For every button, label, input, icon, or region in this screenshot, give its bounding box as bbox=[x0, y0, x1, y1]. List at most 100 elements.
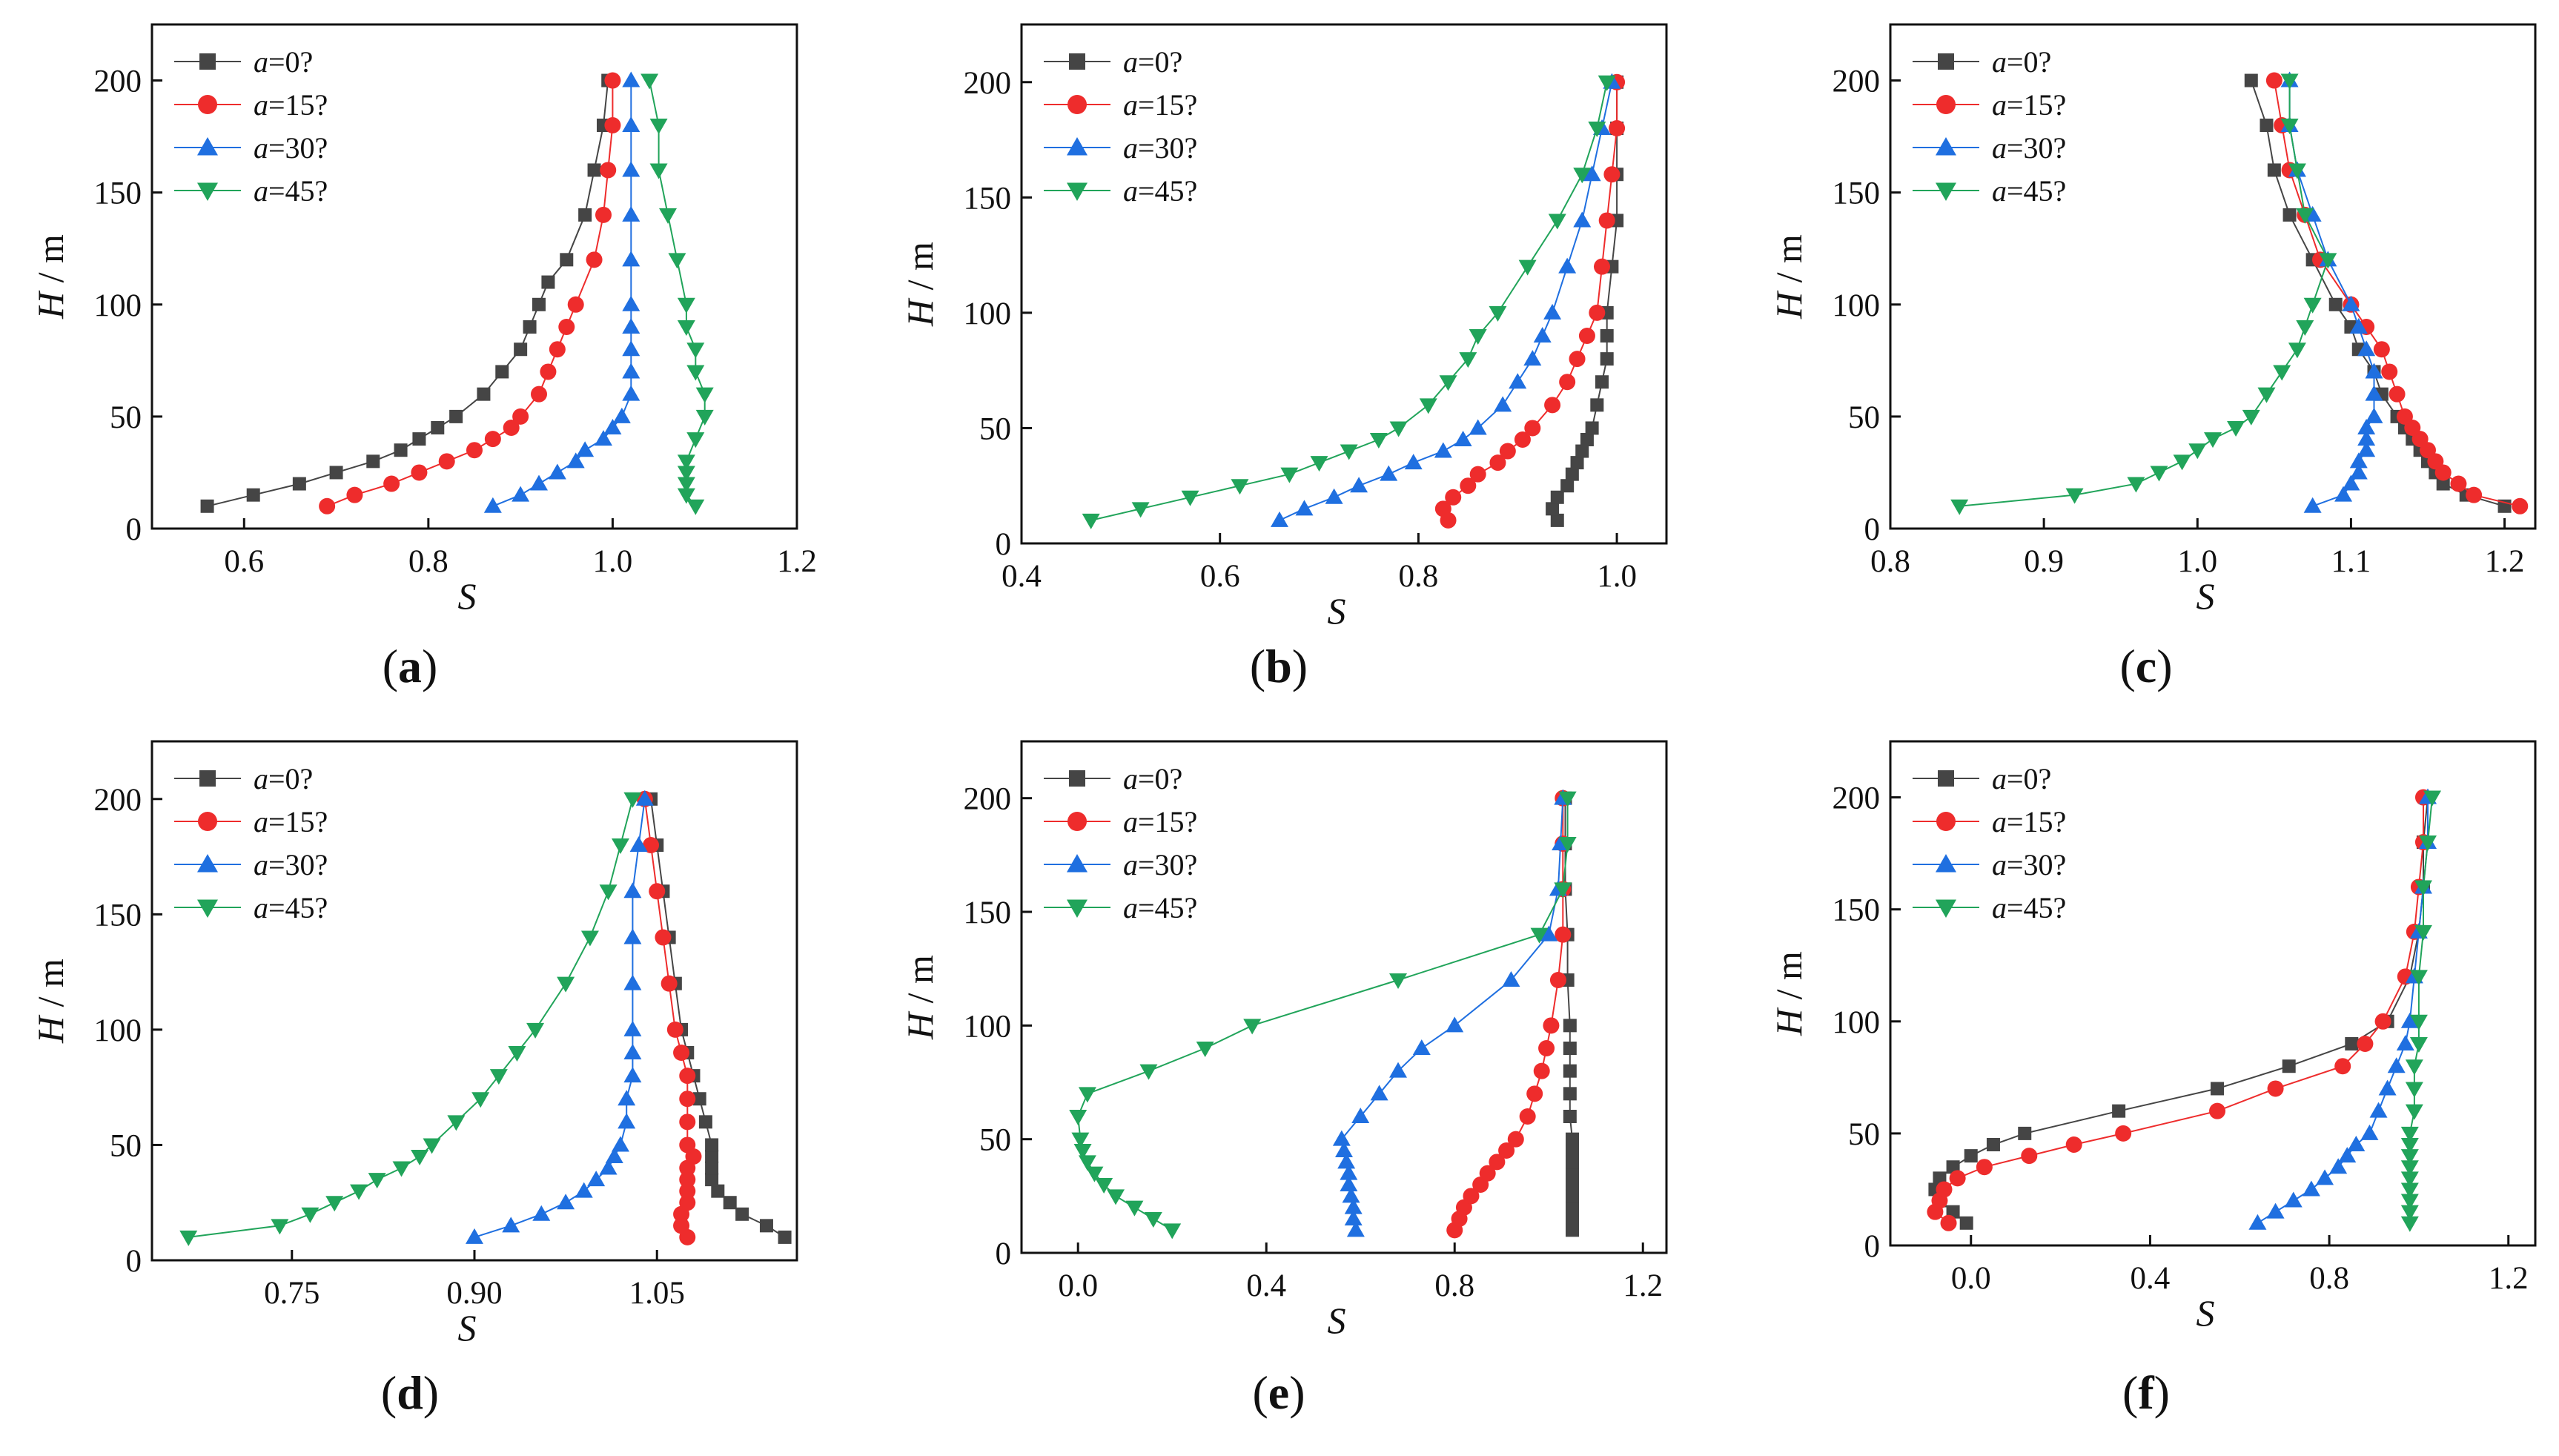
legend-marker bbox=[1936, 137, 1956, 156]
caption-close: ) bbox=[1289, 1366, 1305, 1419]
plot-frame bbox=[1889, 23, 2537, 530]
data-point bbox=[1412, 1039, 1431, 1055]
legend-label: a=45? bbox=[1992, 174, 2066, 208]
data-point bbox=[635, 790, 654, 806]
data-point bbox=[2242, 409, 2260, 426]
data-point bbox=[1231, 479, 1249, 495]
data-point bbox=[1565, 1132, 1579, 1146]
data-point bbox=[1543, 303, 1562, 320]
legend-marker bbox=[1936, 95, 1956, 114]
data-point bbox=[1563, 1087, 1577, 1101]
y-tick-label: 100 bbox=[94, 1013, 142, 1048]
x-tick-label: 0.8 bbox=[1399, 559, 1439, 594]
data-point bbox=[2400, 1194, 2419, 1210]
data-point bbox=[1310, 456, 1328, 472]
y-tick-label: 0 bbox=[1864, 1229, 1881, 1264]
y-axis-label-unit: / m bbox=[899, 955, 941, 1013]
data-point bbox=[2400, 1182, 2419, 1199]
y-tick-label: 200 bbox=[94, 64, 142, 99]
legend-label: a=45? bbox=[1123, 174, 1197, 208]
data-point bbox=[2357, 419, 2376, 434]
data-point bbox=[2423, 790, 2442, 807]
data-point bbox=[2065, 488, 2084, 504]
data-point bbox=[2204, 432, 2222, 449]
y-tick-label: 150 bbox=[94, 898, 142, 933]
legend-var: a bbox=[1123, 762, 1138, 795]
data-point bbox=[2357, 1036, 2374, 1052]
legend-label: a=0? bbox=[254, 762, 313, 795]
data-point bbox=[1489, 454, 1506, 471]
legend-value: =0? bbox=[268, 45, 313, 79]
y-axis-label-unit: / m bbox=[899, 242, 941, 300]
data-point bbox=[618, 1113, 636, 1129]
data-point bbox=[1342, 1187, 1360, 1203]
legend-value: =45? bbox=[2007, 174, 2066, 208]
data-point bbox=[599, 884, 618, 901]
data-point bbox=[1460, 477, 1477, 494]
y-tick-label: 150 bbox=[1833, 893, 1881, 928]
data-point bbox=[2296, 208, 2314, 224]
data-point bbox=[599, 1159, 618, 1175]
data-point bbox=[2115, 1125, 2132, 1142]
x-tick-label: 1.0 bbox=[1597, 559, 1637, 594]
caption-letter: a bbox=[398, 640, 422, 692]
legend-value: =0? bbox=[268, 762, 313, 795]
data-point bbox=[622, 71, 640, 87]
data-point bbox=[1575, 444, 1589, 458]
legend-label: a=45? bbox=[1123, 891, 1197, 924]
x-axis-label: S bbox=[1328, 1300, 1346, 1341]
legend-marker bbox=[198, 812, 217, 831]
data-point bbox=[1389, 973, 1408, 989]
data-point bbox=[512, 408, 529, 425]
legend-label: a=0? bbox=[1123, 45, 1182, 79]
data-point bbox=[1107, 1189, 1125, 1205]
data-point bbox=[1936, 1181, 1953, 1198]
data-point bbox=[346, 486, 363, 503]
data-point bbox=[1350, 477, 1368, 493]
data-point bbox=[575, 1182, 593, 1198]
data-point bbox=[1563, 1064, 1577, 1078]
x-axis-label: S bbox=[2196, 575, 2215, 617]
data-point bbox=[1976, 1159, 1993, 1176]
legend: a=0?a=15?a=30?a=45? bbox=[1044, 45, 1197, 208]
data-point bbox=[2414, 880, 2432, 896]
data-point bbox=[423, 1138, 441, 1154]
legend-var: a bbox=[1992, 88, 2007, 122]
data-point bbox=[2387, 1057, 2406, 1073]
data-point bbox=[2381, 363, 2398, 380]
legend-value: =45? bbox=[1138, 891, 1197, 924]
data-point bbox=[2065, 1136, 2082, 1153]
y-tick-label: 50 bbox=[979, 411, 1011, 446]
data-point bbox=[1498, 1142, 1515, 1159]
legend-value: =0? bbox=[1138, 762, 1182, 795]
data-point bbox=[1479, 1165, 1496, 1182]
data-point bbox=[523, 320, 537, 334]
data-point bbox=[1526, 1085, 1543, 1102]
data-point bbox=[1389, 1062, 1408, 1078]
data-point bbox=[600, 162, 617, 179]
x-tick-label: 0.4 bbox=[2131, 1261, 2171, 1296]
legend-label: a=45? bbox=[254, 891, 328, 924]
data-point bbox=[1565, 1200, 1579, 1214]
data-point bbox=[686, 343, 705, 359]
data-point bbox=[1565, 1144, 1579, 1157]
y-tick-label: 0 bbox=[996, 1237, 1012, 1271]
data-point bbox=[1196, 1042, 1214, 1057]
legend-marker bbox=[1938, 53, 1954, 70]
data-point bbox=[1069, 1110, 1088, 1125]
data-point bbox=[623, 1067, 642, 1083]
data-point bbox=[622, 295, 640, 311]
data-point bbox=[605, 1148, 623, 1163]
data-point bbox=[2150, 466, 2168, 482]
legend-label: a=15? bbox=[254, 805, 328, 838]
data-point bbox=[438, 453, 455, 470]
data-point bbox=[2345, 1037, 2359, 1050]
caption-close: ) bbox=[423, 1366, 439, 1419]
x-tick-label: 1.2 bbox=[2489, 1261, 2529, 1296]
data-point bbox=[1095, 1178, 1113, 1194]
y-axis-label-unit: / m bbox=[1768, 234, 1810, 292]
data-point bbox=[1959, 1216, 1973, 1230]
x-tick-label: 1.2 bbox=[2485, 544, 2525, 579]
legend-var: a bbox=[1123, 45, 1138, 79]
